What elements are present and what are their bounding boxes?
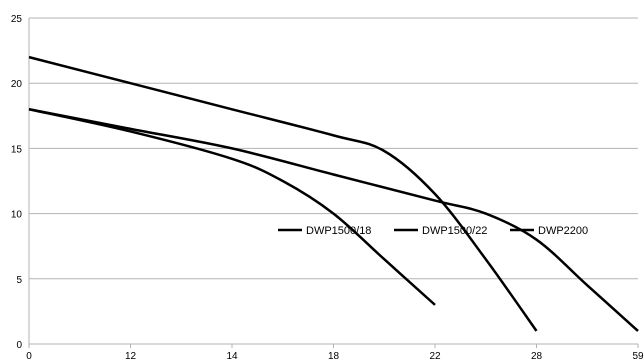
x-tick-label: 28 — [531, 351, 543, 362]
legend: DWP1500/18 DWP1500/22 DWP2200 — [278, 225, 588, 237]
x-tick-label: 14 — [226, 351, 238, 362]
legend-label: DWP1500/18 — [306, 225, 371, 237]
series-lines — [29, 57, 638, 331]
x-tick-labels: 0 12 14 18 22 28 59 — [26, 351, 644, 362]
y-tick-label: 10 — [11, 210, 23, 221]
x-tick-label: 22 — [429, 351, 441, 362]
y-tick-labels: 0 5 10 15 20 25 — [11, 14, 23, 351]
y-tick-label: 0 — [16, 340, 22, 351]
legend-label: DWP2200 — [538, 225, 588, 237]
series-line-dwp1500-22 — [29, 57, 537, 331]
y-tick-label: 20 — [11, 79, 23, 90]
y-tick-label: 15 — [11, 144, 23, 155]
y-tick-label: 5 — [16, 275, 22, 286]
series-line-dwp2200 — [29, 109, 638, 331]
x-tick-label: 18 — [328, 351, 340, 362]
axes — [29, 18, 638, 348]
y-tick-label: 25 — [11, 14, 23, 25]
gridlines — [29, 18, 638, 344]
x-tick-label: 0 — [26, 351, 32, 362]
x-tick-label: 12 — [125, 351, 137, 362]
legend-label: DWP1500/22 — [422, 225, 487, 237]
x-tick-label: 59 — [632, 351, 644, 362]
series-line-dwp1500-18 — [29, 109, 435, 305]
